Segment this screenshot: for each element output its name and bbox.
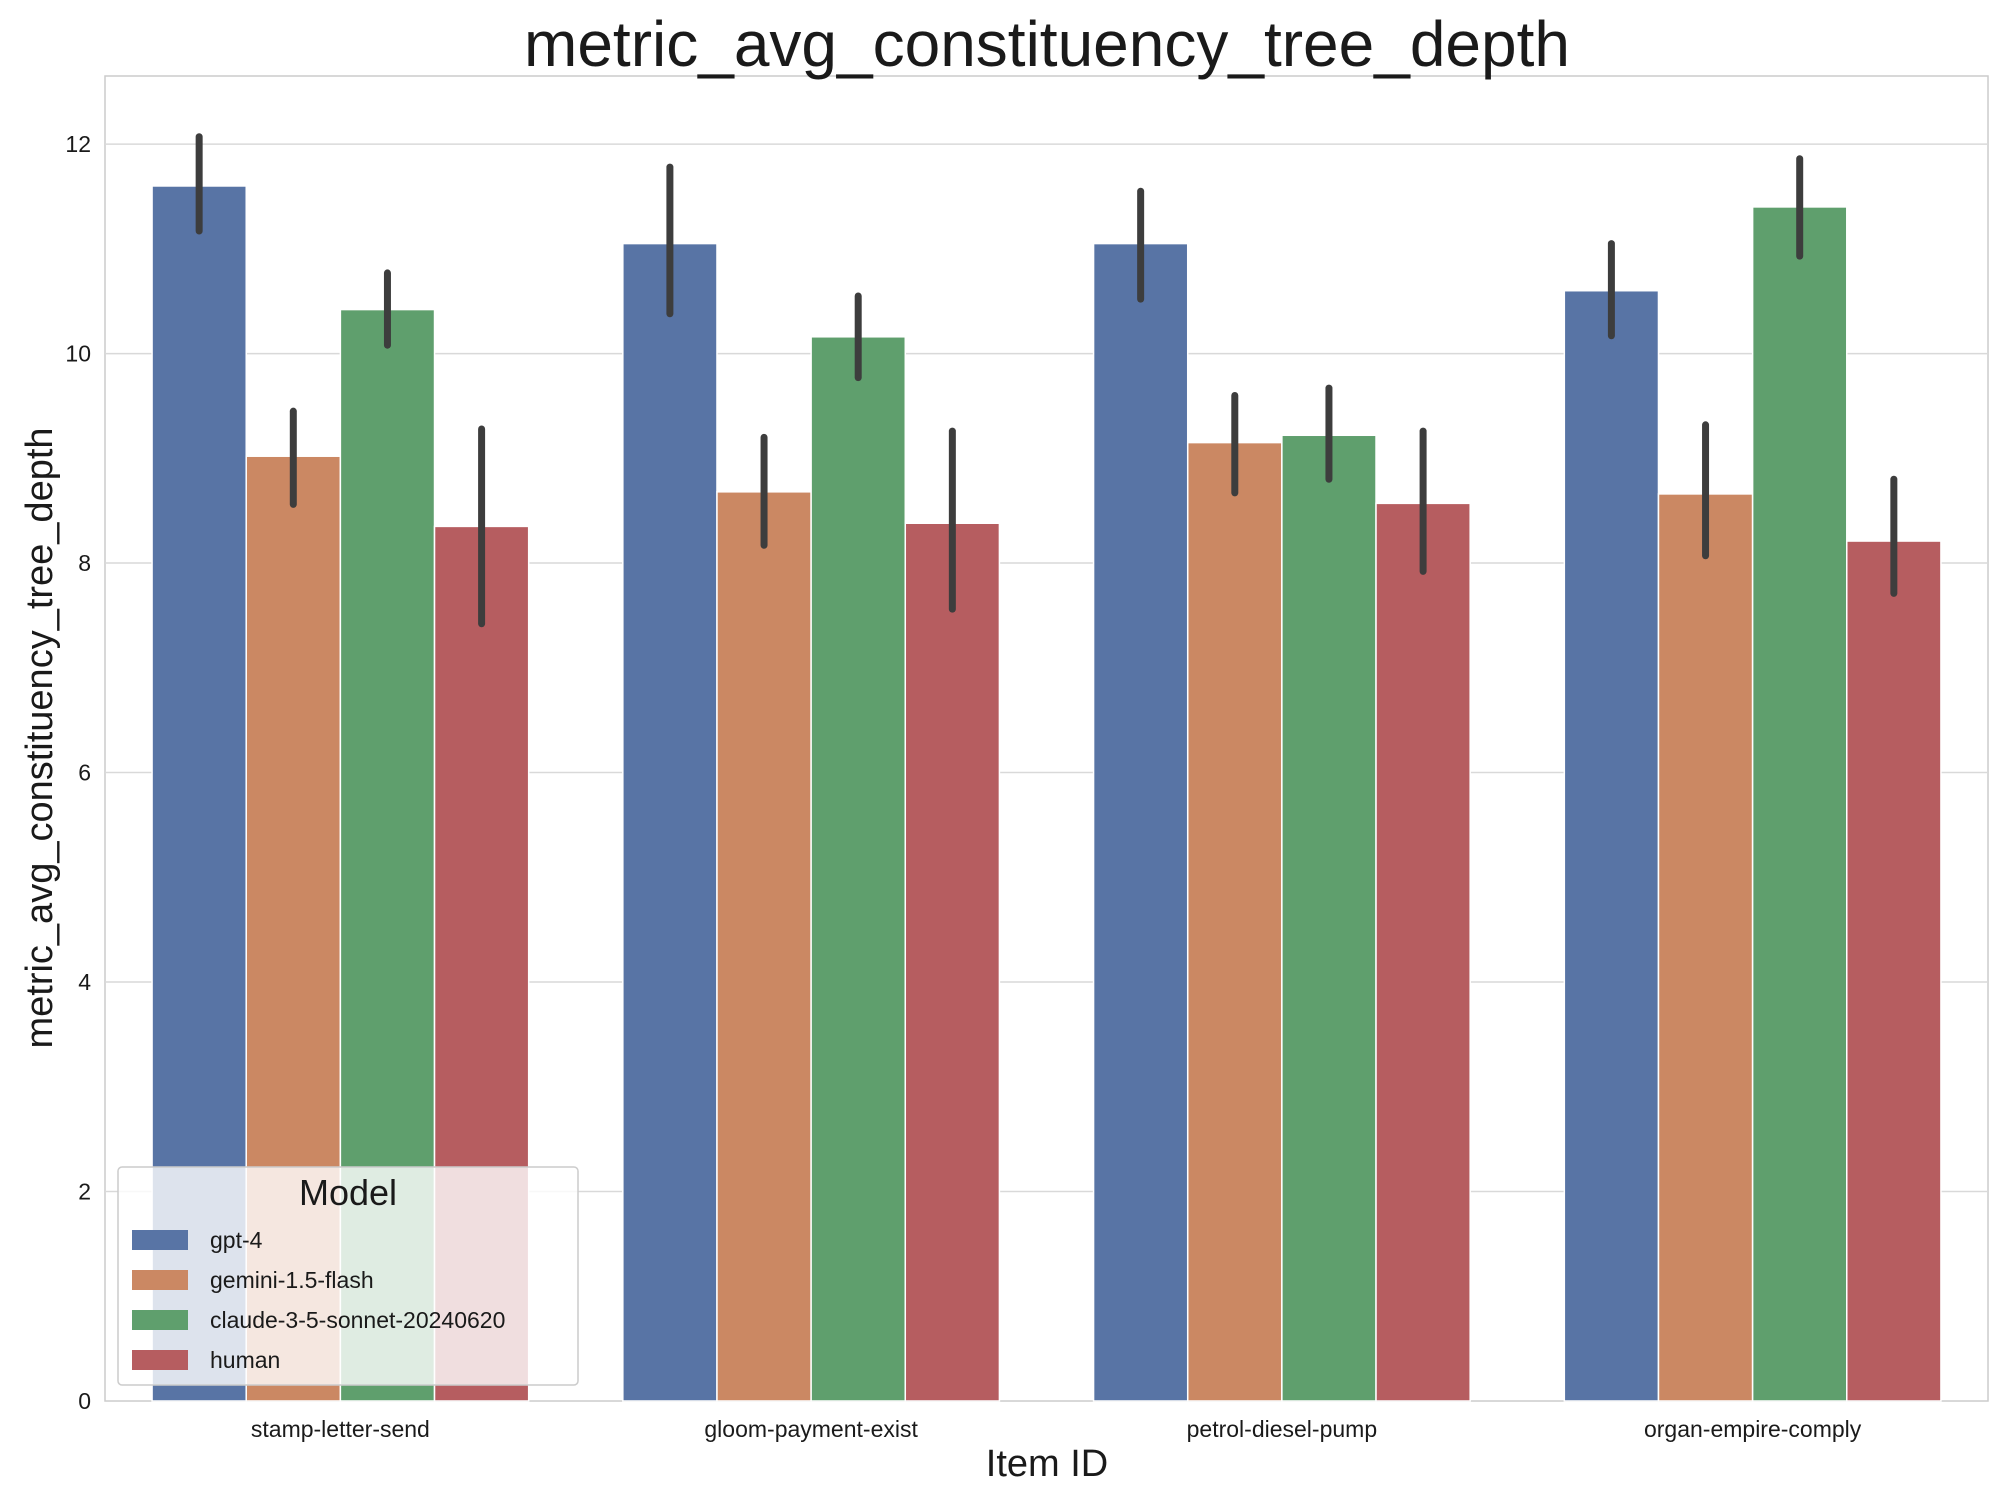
legend-swatch [132,1270,188,1290]
legend-label: gpt-4 [210,1227,263,1253]
legend: Model gpt-4 gemini-1.5-flash claude-3-5-so… [117,1166,579,1386]
y-tick-label: 2 [78,1179,91,1205]
bar [716,491,812,1402]
y-axis-label: metric_avg_constituency_tree_depth [19,427,61,1048]
chart-title: metric_avg_constituency_tree_depth [524,8,1570,80]
x-tick-label: organ-empire-comply [1644,1416,1862,1442]
legend-label: gemini-1.5-flash [210,1267,374,1293]
bar [1092,242,1189,1402]
legend-items: gpt-4 gemini-1.5-flash claude-3-5-sonnet-2… [132,1227,505,1373]
y-tick-label: 0 [78,1388,91,1414]
legend-swatch [132,1350,188,1370]
legend-swatch [132,1230,188,1250]
bar [1186,441,1283,1402]
bar [1846,540,1942,1402]
x-tick-label: gloom-payment-exist [704,1416,918,1442]
bar [1751,206,1848,1402]
bar [1657,493,1754,1402]
bar [1281,434,1377,1402]
x-tick-labels: stamp-letter-send gloom-payment-exist petr… [251,1416,1862,1442]
y-tick-label: 10 [65,341,91,367]
y-tick-label: 8 [78,550,91,576]
legend-title: Model [299,1172,397,1213]
error-bars [195,133,1898,628]
y-tick-label: 4 [78,969,91,995]
y-tick-label: 12 [65,131,91,157]
bar [904,522,1001,1402]
y-tick-label: 6 [78,760,91,786]
y-tick-labels: 0 2 4 6 8 10 12 [65,131,91,1414]
bar [1375,502,1471,1402]
legend-swatch [132,1310,188,1330]
x-axis-label: Item ID [986,1443,1108,1485]
bar [622,242,718,1402]
legend-label: human [210,1347,280,1373]
bar [1563,289,1660,1402]
x-tick-label: petrol-diesel-pump [1187,1416,1377,1442]
legend-label: claude-3-5-sonnet-20240620 [210,1307,505,1333]
bar [810,336,907,1402]
x-tick-label: stamp-letter-send [251,1416,430,1442]
legend-box [117,1166,579,1386]
